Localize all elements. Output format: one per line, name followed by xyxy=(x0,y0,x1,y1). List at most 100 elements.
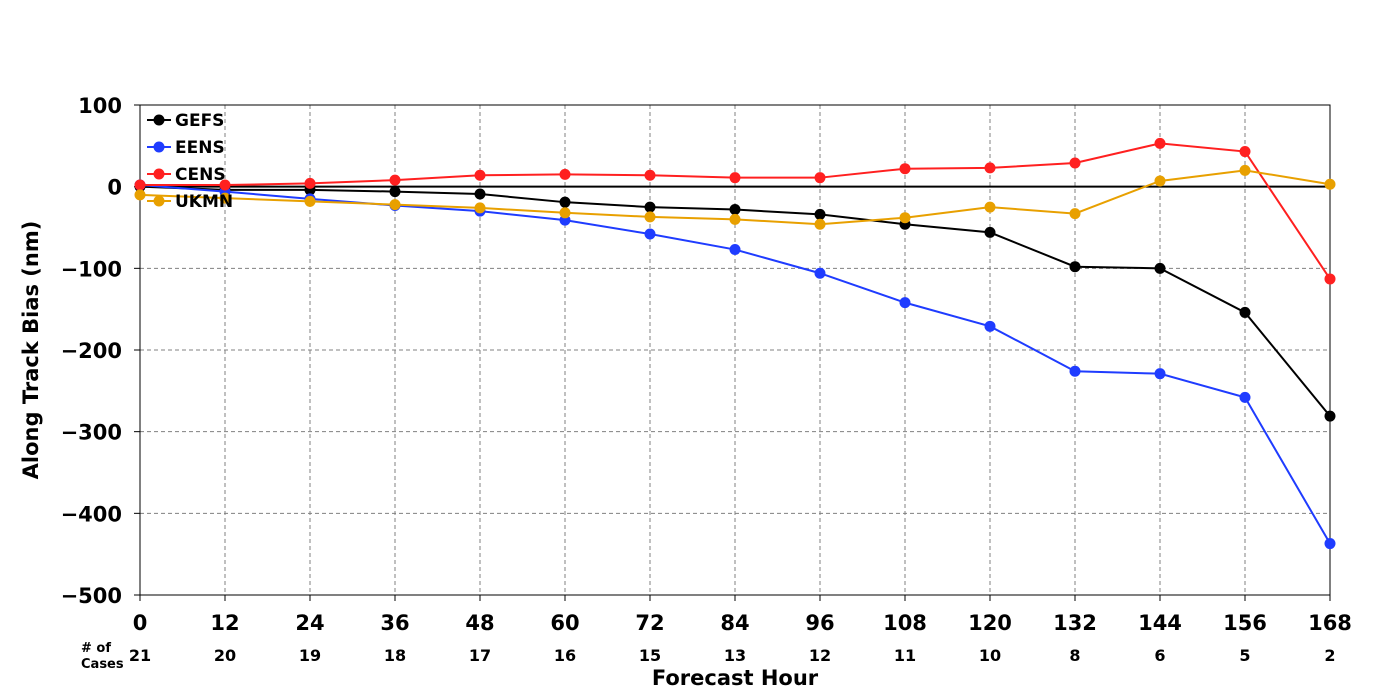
x-tick-label: 24 xyxy=(295,611,324,635)
y-tick-label: 100 xyxy=(78,94,122,118)
data-point-ukmn xyxy=(1069,208,1081,220)
case-count: 15 xyxy=(639,646,661,665)
data-point-eens xyxy=(1239,391,1251,403)
x-tick-label: 84 xyxy=(720,611,749,635)
legend-marker-ukmn xyxy=(153,195,165,207)
y-tick-label: −400 xyxy=(61,502,122,526)
x-tick-label: 108 xyxy=(883,611,927,635)
data-point-ukmn xyxy=(1239,164,1251,176)
data-point-cens xyxy=(1239,146,1251,158)
data-point-gefs xyxy=(559,196,571,208)
data-point-gefs xyxy=(1324,410,1336,422)
data-point-ukmn xyxy=(304,195,316,207)
data-point-ukmn xyxy=(219,192,231,204)
data-point-cens xyxy=(729,172,741,184)
data-point-ukmn xyxy=(474,202,486,214)
y-axis-title: Along Track Bias (nm) xyxy=(19,221,43,480)
x-tick-label: 60 xyxy=(550,611,579,635)
data-point-ukmn xyxy=(899,212,911,224)
cases-label-line1: # of xyxy=(81,641,111,656)
legend-item-eens: EENS xyxy=(147,138,225,158)
legend-item-gefs: GEFS xyxy=(147,111,224,131)
data-point-ukmn xyxy=(814,218,826,230)
data-point-cens xyxy=(134,179,146,191)
legend-item-ukmn: UKMN xyxy=(147,192,233,212)
case-count: 19 xyxy=(299,646,321,665)
legend-label-gefs: GEFS xyxy=(175,111,224,131)
x-tick-label: 144 xyxy=(1138,611,1182,635)
data-point-cens xyxy=(899,163,911,175)
data-point-gefs xyxy=(814,208,826,220)
case-count: 6 xyxy=(1154,646,1165,665)
data-point-eens xyxy=(1069,365,1081,377)
x-tick-label: 132 xyxy=(1053,611,1097,635)
case-count: 17 xyxy=(469,646,491,665)
data-point-gefs xyxy=(729,204,741,216)
data-point-cens xyxy=(984,162,996,174)
x-tick-label: 0 xyxy=(133,611,148,635)
data-point-gefs xyxy=(984,226,996,238)
data-point-cens xyxy=(474,169,486,181)
data-point-ukmn xyxy=(984,201,996,213)
grid-lines xyxy=(140,105,1330,595)
y-tick-label: −200 xyxy=(61,339,122,363)
x-tick-label: 168 xyxy=(1308,611,1352,635)
data-point-eens xyxy=(1324,538,1336,550)
data-point-cens xyxy=(304,177,316,189)
x-axis-title: Forecast Hour xyxy=(652,666,819,690)
case-count: 20 xyxy=(214,646,236,665)
x-tick-label: 120 xyxy=(968,611,1012,635)
cases-label-line2: Cases xyxy=(81,657,124,672)
legend-label-eens: EENS xyxy=(175,138,225,158)
data-point-gefs xyxy=(1154,262,1166,274)
data-point-gefs xyxy=(389,186,401,198)
data-point-ukmn xyxy=(729,213,741,225)
data-point-gefs xyxy=(644,201,656,213)
legend-marker-eens xyxy=(153,141,165,153)
x-tick-label: 72 xyxy=(635,611,664,635)
data-point-cens xyxy=(219,179,231,191)
series-ukmn xyxy=(134,164,1336,230)
data-point-cens xyxy=(644,169,656,181)
data-point-ukmn xyxy=(1154,175,1166,187)
data-point-eens xyxy=(899,297,911,309)
case-count: 5 xyxy=(1239,646,1250,665)
data-point-gefs xyxy=(1069,261,1081,273)
legend-marker-cens xyxy=(153,168,165,180)
data-point-gefs xyxy=(1239,306,1251,318)
data-point-eens xyxy=(984,320,996,332)
data-point-eens xyxy=(729,244,741,256)
data-point-cens xyxy=(1324,273,1336,285)
data-point-eens xyxy=(1154,368,1166,380)
x-tick-label: 96 xyxy=(805,611,834,635)
legend-marker-gefs xyxy=(153,114,165,126)
y-tick-label: −100 xyxy=(61,257,122,281)
series-cens xyxy=(134,137,1336,285)
case-count: 18 xyxy=(384,646,406,665)
data-point-cens xyxy=(559,168,571,180)
case-count: 13 xyxy=(724,646,746,665)
data-point-ukmn xyxy=(644,211,656,223)
data-point-eens xyxy=(644,228,656,240)
x-tick-label: 156 xyxy=(1223,611,1267,635)
data-point-cens xyxy=(1154,137,1166,149)
data-point-ukmn xyxy=(1324,178,1336,190)
case-count: 2 xyxy=(1324,646,1335,665)
axis-ticks: 0 12 24 36 48 60 72 84 96 108 120 132 144 156 1681000−… xyxy=(61,94,1352,635)
data-point-eens xyxy=(814,267,826,279)
x-tick-label: 48 xyxy=(465,611,494,635)
legend-label-ukmn: UKMN xyxy=(175,192,233,212)
case-count: 10 xyxy=(979,646,1001,665)
y-tick-label: 0 xyxy=(107,176,122,200)
series-layer xyxy=(134,137,1336,550)
case-count: 11 xyxy=(894,646,916,665)
legend-label-cens: CENS xyxy=(175,165,226,185)
x-tick-label: 36 xyxy=(380,611,409,635)
data-point-cens xyxy=(1069,157,1081,169)
legend-item-cens: CENS xyxy=(147,165,226,185)
y-tick-label: −300 xyxy=(61,421,122,445)
y-tick-label: −500 xyxy=(61,584,122,608)
data-point-ukmn xyxy=(389,199,401,211)
case-count: 8 xyxy=(1069,646,1080,665)
